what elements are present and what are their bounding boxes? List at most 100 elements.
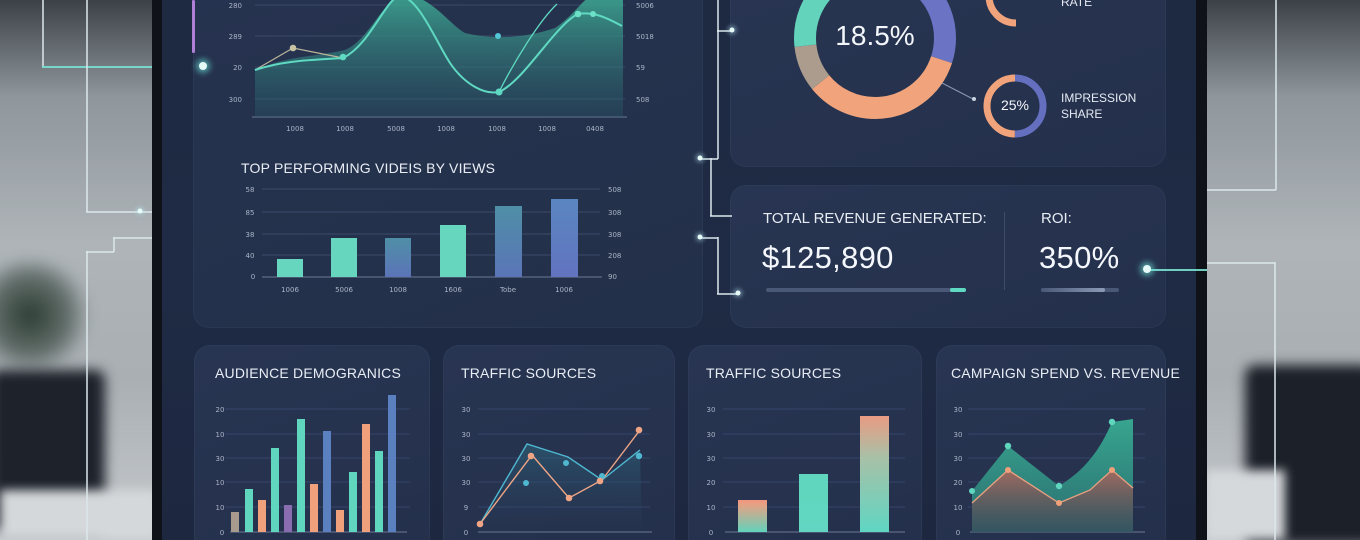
svg-text:1008: 1008 [538,125,556,133]
audience-bar-chart: 20 10 30 10 10 0 [216,395,410,537]
svg-text:38: 38 [246,231,255,239]
rate-label: RATE [1061,0,1093,9]
circuit-line [1274,262,1276,540]
connector-node [137,208,143,214]
campaign-area-chart: 30 30 30 20 10 0 [954,406,1145,537]
top-videos-bar-chart: 58 85 38 40 0 508 308 308 208 90 1006 50… [246,186,622,294]
svg-text:30: 30 [462,406,471,414]
roi-value: 350% [1039,240,1120,275]
total-revenue-progress [766,288,966,292]
svg-text:10: 10 [707,504,716,512]
circuit-line [710,215,732,217]
svg-text:0: 0 [709,529,713,537]
total-revenue-label: TOTAL REVENUE GENERATED: [763,210,987,227]
roi-progress [1041,288,1119,292]
roi-label: ROI: [1041,210,1072,227]
circuit-line [717,0,719,31]
svg-text:30: 30 [216,455,225,463]
rate-donut-chart [985,0,1047,27]
svg-text:20: 20 [233,64,242,72]
total-revenue-value: $125,890 [762,240,894,275]
svg-text:0: 0 [220,529,224,537]
circuit-line [1207,262,1275,264]
connector-node [729,27,735,33]
svg-text:508: 508 [608,186,621,194]
background-desk-left [0,490,160,540]
svg-text:30: 30 [707,431,716,439]
accent-bar [192,0,195,53]
impression-share-value: 25% [1000,97,1030,113]
svg-text:1006: 1006 [281,286,299,294]
background-desk-right [1205,470,1285,540]
impression-share-label-line2: SHARE [1061,107,1103,121]
svg-text:20: 20 [216,406,225,414]
main-donut-chart [794,0,956,119]
svg-text:1008: 1008 [336,125,354,133]
roi-progress-fill [1041,288,1105,292]
circuit-line [1275,0,1277,190]
svg-text:300: 300 [229,96,242,104]
svg-text:90: 90 [608,273,617,281]
svg-text:58: 58 [246,186,255,194]
main-donut-value: 18.5% [835,20,915,51]
svg-text:0408: 0408 [586,125,604,133]
impression-share-donut [983,74,1047,138]
circuit-line [717,237,719,294]
connector-node [735,290,741,296]
svg-text:30: 30 [707,455,716,463]
svg-text:1606: 1606 [444,286,462,294]
svg-text:5008: 5008 [387,125,405,133]
svg-text:1006: 1006 [555,286,573,294]
svg-text:1008: 1008 [389,286,407,294]
svg-text:5006: 5006 [636,2,654,10]
revenue-divider [1004,212,1005,290]
circuit-line [113,237,153,239]
svg-text:308: 308 [608,231,621,239]
campaign-title: CAMPAIGN SPEND VS. REVENUE [951,365,1180,381]
traffic-bar-title: TRAFFIC SOURCES [706,365,842,381]
svg-text:9: 9 [464,504,468,512]
circuit-line [717,30,731,32]
svg-text:208: 208 [608,252,621,260]
circuit-line [86,211,152,213]
svg-text:85: 85 [246,209,255,217]
svg-text:20: 20 [954,479,963,487]
svg-text:5018: 5018 [636,33,654,41]
svg-text:30: 30 [462,479,471,487]
traffic-line-title: TRAFFIC SOURCES [461,365,597,381]
circuit-line [700,158,718,160]
svg-text:308: 308 [608,209,621,217]
svg-text:40: 40 [246,252,255,260]
circuit-line [42,0,44,67]
circuit-line [86,251,114,253]
top-line-chart-overlay: 280 289 20 300 5006 5018 59 508 1008 100… [229,0,654,133]
svg-text:10: 10 [216,479,225,487]
svg-text:0: 0 [251,273,255,281]
svg-text:10: 10 [216,504,225,512]
audience-title: AUDIENCE DEMOGRANICS [215,365,402,381]
traffic-sources-bar-chart: 30 30 30 20 10 0 [707,406,905,537]
svg-text:59: 59 [636,64,645,72]
circuit-line [113,237,115,252]
top-videos-title: TOP PERFORMING VIDEIS BY VIEWS [241,160,496,176]
circuit-line [86,0,88,212]
svg-text:280: 280 [229,2,242,10]
svg-text:10: 10 [216,431,225,439]
circuit-line [717,293,737,295]
connector-node [1143,265,1151,273]
svg-text:30: 30 [954,431,963,439]
impression-share-label-line1: IMPRESSION [1061,91,1137,105]
svg-text:30: 30 [462,455,471,463]
total-revenue-progress-fill [950,288,966,292]
svg-text:30: 30 [954,406,963,414]
svg-text:30: 30 [954,455,963,463]
circuit-line [42,66,204,68]
svg-text:1008: 1008 [437,125,455,133]
svg-text:1008: 1008 [488,125,506,133]
svg-text:508: 508 [636,96,649,104]
donut-connector [941,82,976,101]
circuit-line [717,30,719,159]
background-plant [0,260,90,370]
circuit-line [86,251,88,540]
card-revenue [730,185,1166,328]
